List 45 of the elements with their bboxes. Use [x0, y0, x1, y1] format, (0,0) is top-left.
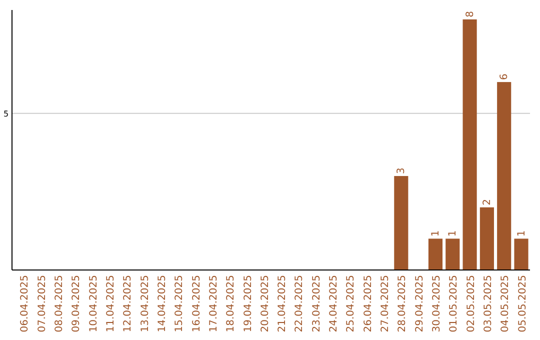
x-tick-label: 22.04.2025 — [294, 275, 306, 332]
x-tick-label: 23.04.2025 — [311, 275, 322, 332]
bar — [428, 238, 443, 270]
x-tick-label: 09.04.2025 — [71, 275, 82, 332]
bar — [497, 82, 512, 270]
x-tick-label: 19.04.2025 — [242, 275, 254, 332]
bar — [480, 207, 494, 270]
x-tick-label: 11.04.2025 — [106, 275, 117, 332]
x-tick-label: 07.04.2025 — [36, 275, 48, 332]
data-label: 1 — [430, 230, 442, 237]
x-tick-label: 17.04.2025 — [208, 275, 220, 332]
x-tick-label: 02.05.2025 — [466, 275, 477, 332]
x-tick-label: 05.05.2025 — [517, 275, 528, 332]
bar — [446, 238, 460, 270]
data-label: 6 — [499, 74, 510, 80]
data-label: 1 — [448, 230, 459, 237]
bar — [514, 238, 528, 270]
x-tick-label: 14.04.2025 — [156, 275, 168, 332]
x-tick-label: 27.04.2025 — [380, 275, 392, 332]
x-tick-label: 15.04.2025 — [174, 275, 186, 332]
x-tick-label: 06.04.2025 — [20, 275, 31, 332]
data-label: 8 — [464, 11, 476, 18]
x-tick-label: 21.04.2025 — [277, 275, 288, 332]
x-tick-label: 25.04.2025 — [346, 275, 357, 332]
x-tick-label: 30.04.2025 — [431, 275, 442, 332]
data-label: 2 — [482, 198, 493, 206]
x-tick-label: 04.05.2025 — [500, 275, 512, 332]
bar — [394, 176, 408, 270]
x-tick-label: 26.04.2025 — [362, 275, 374, 332]
x-tick-label: 20.04.2025 — [260, 275, 271, 332]
x-tick-label: 28.04.2025 — [397, 275, 408, 332]
x-tick-label: 18.04.2025 — [226, 275, 237, 332]
ref-line-label: 5 — [3, 109, 9, 118]
x-tick-label: 03.05.2025 — [482, 275, 494, 332]
x-tick-label: 13.04.2025 — [140, 275, 151, 332]
bar — [462, 19, 477, 270]
x-tick-label: 01.05.2025 — [448, 275, 460, 332]
x-tick-label: 16.04.2025 — [191, 275, 202, 332]
x-tick-label: 08.04.2025 — [54, 275, 66, 332]
x-tick-label: 24.04.2025 — [328, 275, 340, 332]
data-label: 3 — [396, 168, 408, 174]
data-label: 1 — [516, 230, 528, 237]
x-tick-label: 10.04.2025 — [88, 275, 100, 332]
x-tick-label: 12.04.2025 — [122, 275, 134, 332]
x-tick-label: 29.04.2025 — [414, 275, 426, 332]
